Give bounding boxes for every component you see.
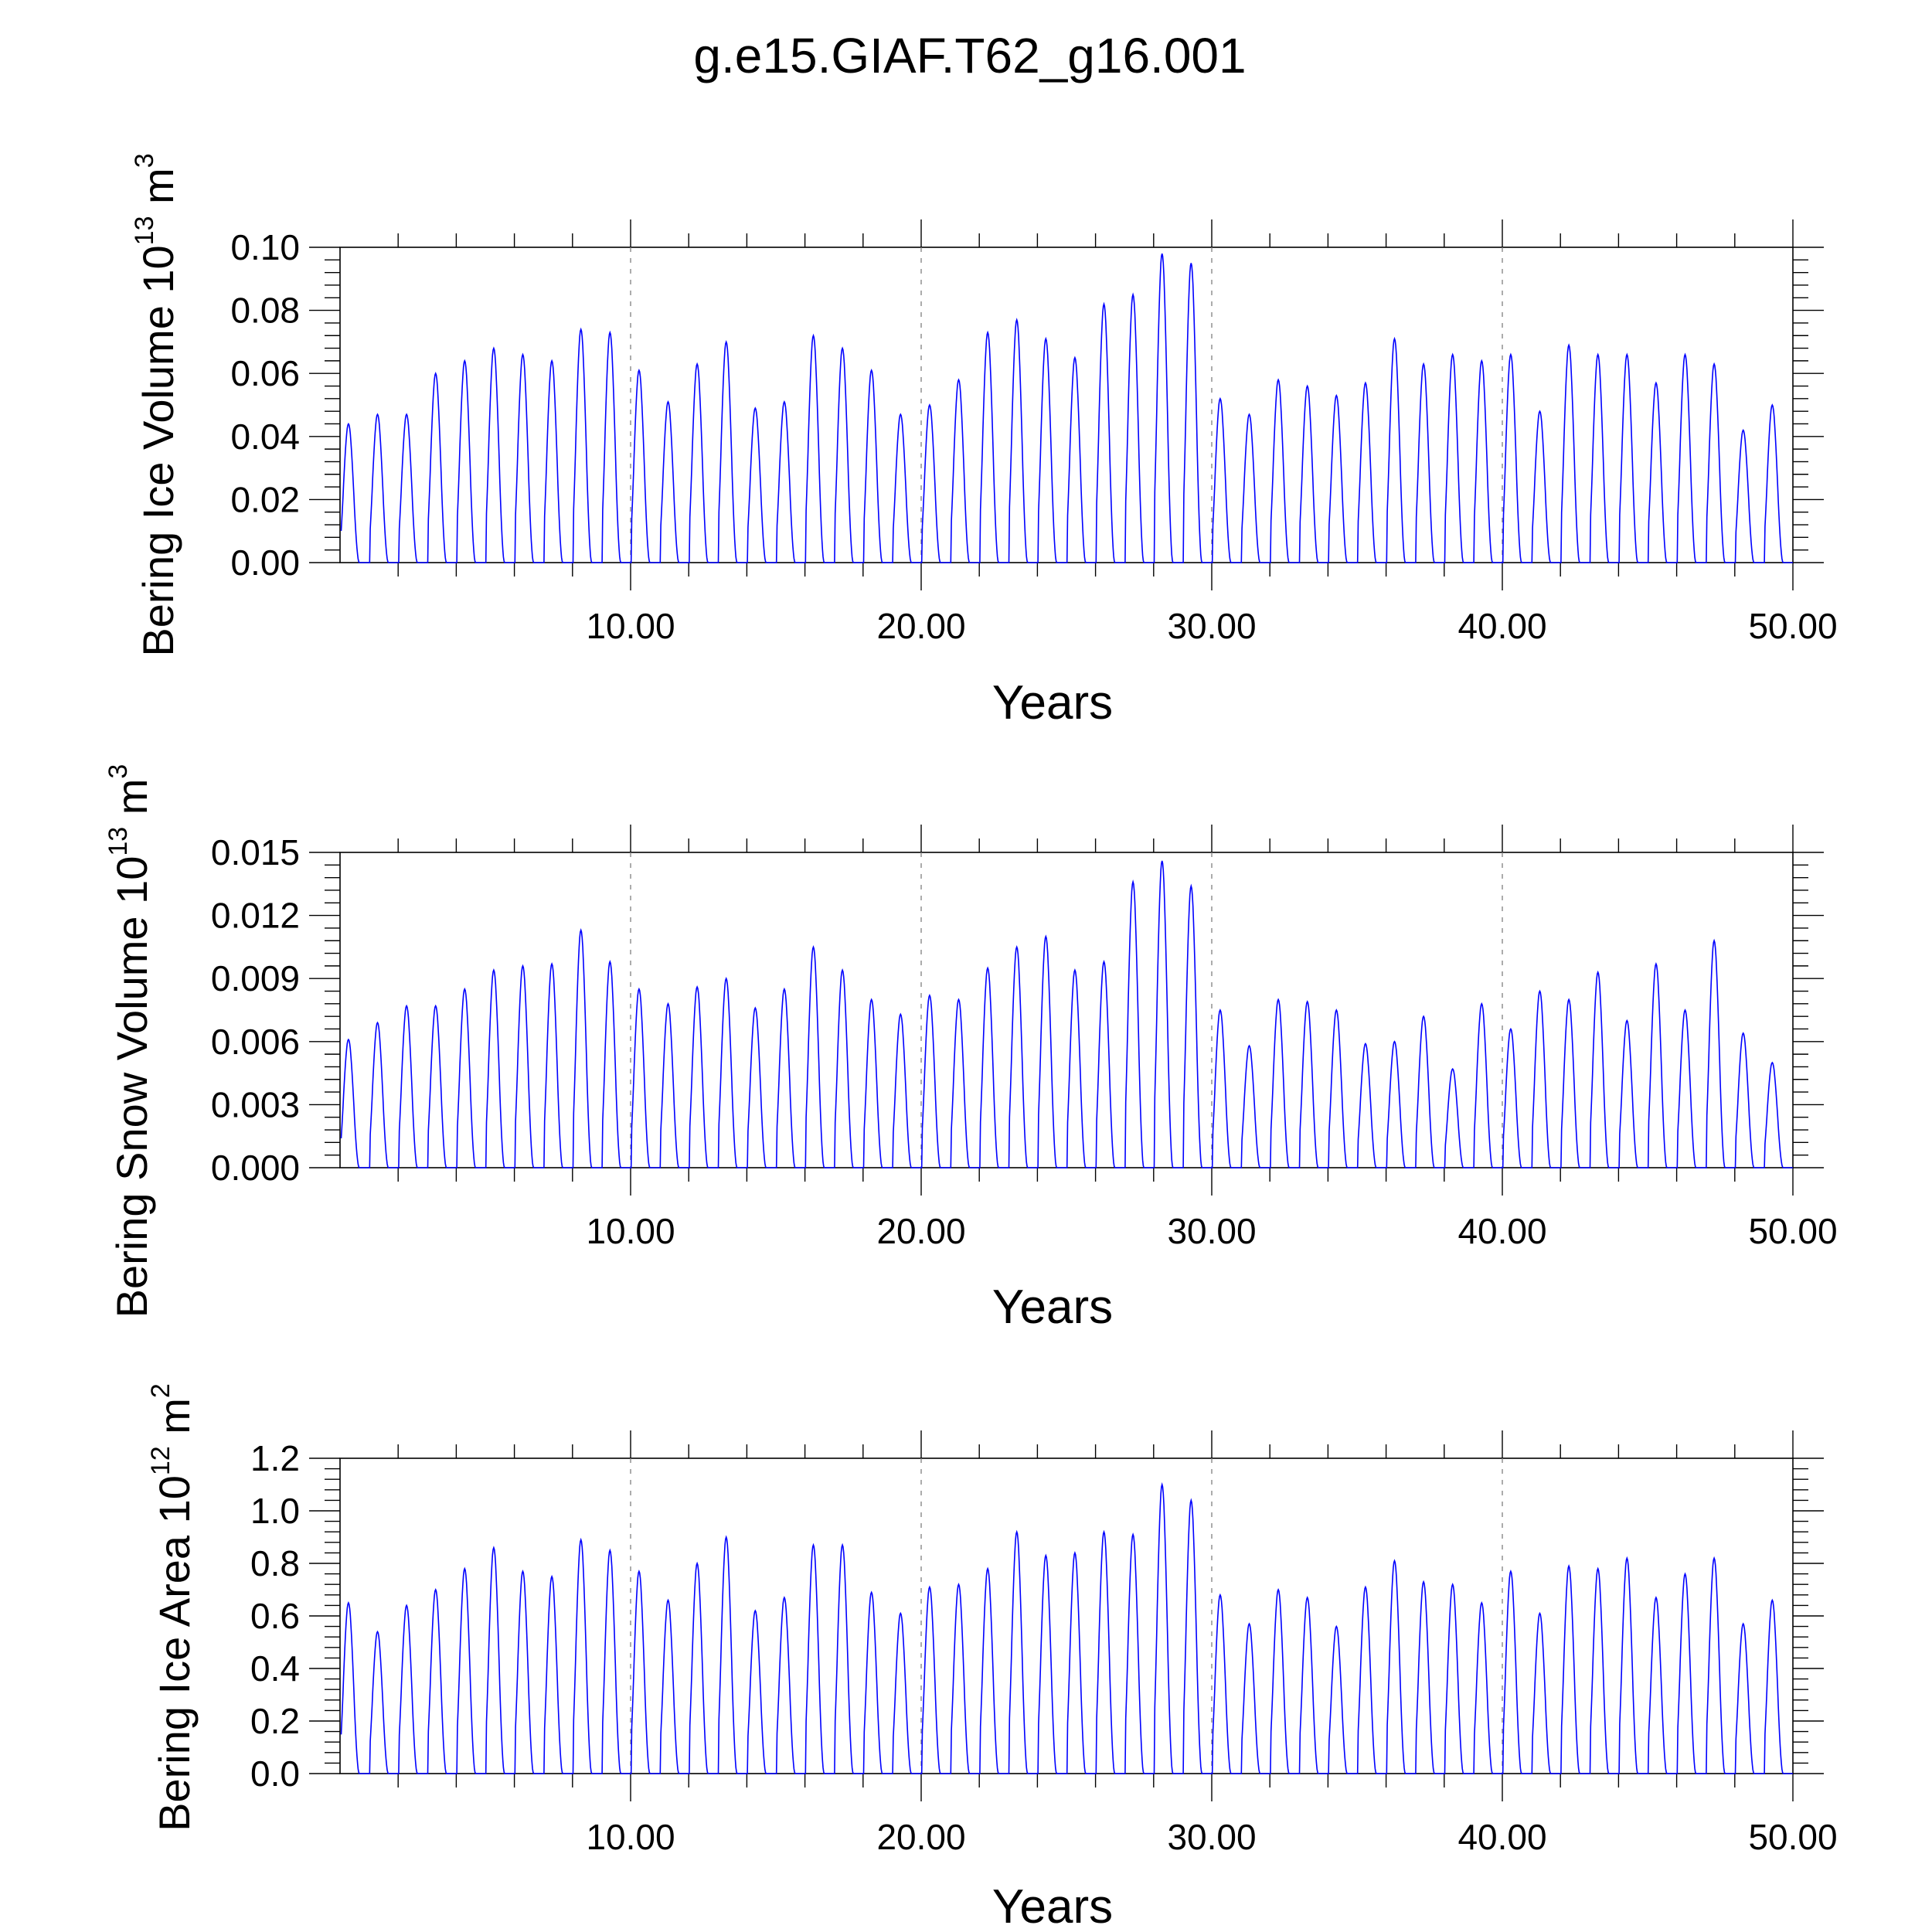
- y-axis-label: Bering Snow Volume 1013 m3: [104, 764, 156, 1318]
- x-tick-labels: 10.00 20.00 30.00 40.00 50.00: [586, 1817, 1837, 1857]
- y-label-unit: m: [150, 1398, 199, 1446]
- x-tick-label: 50.00: [1748, 1211, 1837, 1251]
- x-tick-label: 30.00: [1167, 1211, 1256, 1251]
- y-label-main: Bering Ice Volume 10: [134, 245, 182, 656]
- x-axis-label: Years: [992, 676, 1113, 730]
- y-label-exponent: 12: [146, 1446, 175, 1475]
- axis-ticks: [309, 825, 1824, 1196]
- y-label-unit: m: [107, 779, 156, 827]
- x-tick-label: 30.00: [1167, 1817, 1256, 1857]
- x-axis-label: Years: [992, 1880, 1113, 1932]
- x-tick-label: 10.00: [586, 606, 675, 646]
- y-tick-labels: 0.000 0.003 0.006 0.009 0.012 0.015: [211, 832, 300, 1188]
- y-tick-label: 0.08: [230, 291, 300, 331]
- y-tick-label: 0.4: [250, 1648, 300, 1689]
- snow-volume-series-line: [340, 860, 1793, 1168]
- y-label-main: Bering Snow Volume 10: [107, 856, 156, 1318]
- x-tick-label: 10.00: [586, 1211, 675, 1251]
- y-tick-label: 0.003: [211, 1084, 300, 1124]
- y-label-exponent: 13: [130, 216, 159, 245]
- x-tick-label: 40.00: [1458, 1211, 1546, 1251]
- y-label-exponent: 13: [104, 827, 133, 856]
- figure-title: g.e15.GIAF.T62_g16.001: [693, 28, 1246, 83]
- y-tick-labels: 0.00 0.02 0.04 0.06 0.08 0.10: [230, 227, 300, 583]
- x-tick-label: 20.00: [876, 606, 965, 646]
- y-tick-label: 0.009: [211, 958, 300, 998]
- x-tick-label: 10.00: [586, 1817, 675, 1857]
- y-label-main: Bering Ice Area 10: [150, 1475, 199, 1832]
- y-tick-label: 0.012: [211, 896, 300, 936]
- axis-ticks: [309, 1430, 1824, 1801]
- plot-frame: [339, 852, 1794, 1168]
- y-label-unit-exponent: 3: [104, 764, 133, 779]
- y-tick-label: 0.10: [230, 227, 300, 267]
- y-label-unit: m: [134, 168, 182, 216]
- ice-volume-series-line: [340, 253, 1793, 563]
- axis-ticks: [309, 219, 1824, 590]
- x-axis-label: Years: [992, 1281, 1113, 1334]
- panel-ice-volume: 0.000.020.040.060.080.10 10.00 20.00 30.00…: [130, 153, 1838, 730]
- grid-lines: [630, 852, 1503, 1168]
- x-tick-label: 50.00: [1748, 1817, 1837, 1857]
- plot-frame: [339, 247, 1794, 563]
- y-tick-label: 1.0: [250, 1491, 300, 1531]
- plot-frame: [339, 1458, 1794, 1774]
- y-tick-label: 0.6: [250, 1596, 300, 1636]
- x-tick-labels: 10.00 20.00 30.00 40.00 50.00: [586, 606, 1837, 646]
- y-tick-label: 0.02: [230, 479, 300, 519]
- y-tick-label: 0.8: [250, 1543, 300, 1583]
- grid-lines: [630, 247, 1503, 563]
- panel-ice-area: 0.0 0.2 0.4 0.6 0.8 1.0 1.2 10.00 20.00 30.00 40.…: [146, 1383, 1838, 1932]
- x-tick-label: 20.00: [876, 1817, 965, 1857]
- x-tick-label: 30.00: [1167, 606, 1256, 646]
- grid-lines: [630, 1458, 1503, 1774]
- y-tick-label: 0.06: [230, 353, 300, 393]
- y-tick-label: 0.000: [211, 1148, 300, 1188]
- y-tick-label: 0.0: [250, 1753, 300, 1794]
- y-tick-label: 0.00: [230, 543, 300, 583]
- y-axis-label: Bering Ice Area 1012 m2: [146, 1383, 199, 1832]
- panel-snow-volume: 0.000 0.003 0.006 0.009 0.012 0.015 10.00 20.0…: [104, 764, 1838, 1334]
- x-tick-label: 20.00: [876, 1211, 965, 1251]
- y-tick-labels: 0.0 0.2 0.4 0.6 0.8 1.0 1.2: [250, 1438, 300, 1794]
- x-tick-label: 40.00: [1458, 1817, 1546, 1857]
- y-tick-label: 0.04: [230, 417, 300, 457]
- x-tick-label: 50.00: [1748, 606, 1837, 646]
- x-tick-label: 40.00: [1458, 606, 1546, 646]
- y-tick-label: 0.015: [211, 832, 300, 872]
- ice-area-series-line: [340, 1481, 1793, 1774]
- x-tick-labels: 10.00 20.00 30.00 40.00 50.00: [586, 1211, 1837, 1251]
- y-tick-label: 0.2: [250, 1701, 300, 1741]
- y-tick-label: 1.2: [250, 1438, 300, 1478]
- y-axis-label: Bering Ice Volume 1013 m3: [130, 153, 182, 656]
- y-label-unit-exponent: 3: [130, 153, 159, 168]
- y-tick-label: 0.006: [211, 1022, 300, 1062]
- y-label-unit-exponent: 2: [146, 1383, 175, 1398]
